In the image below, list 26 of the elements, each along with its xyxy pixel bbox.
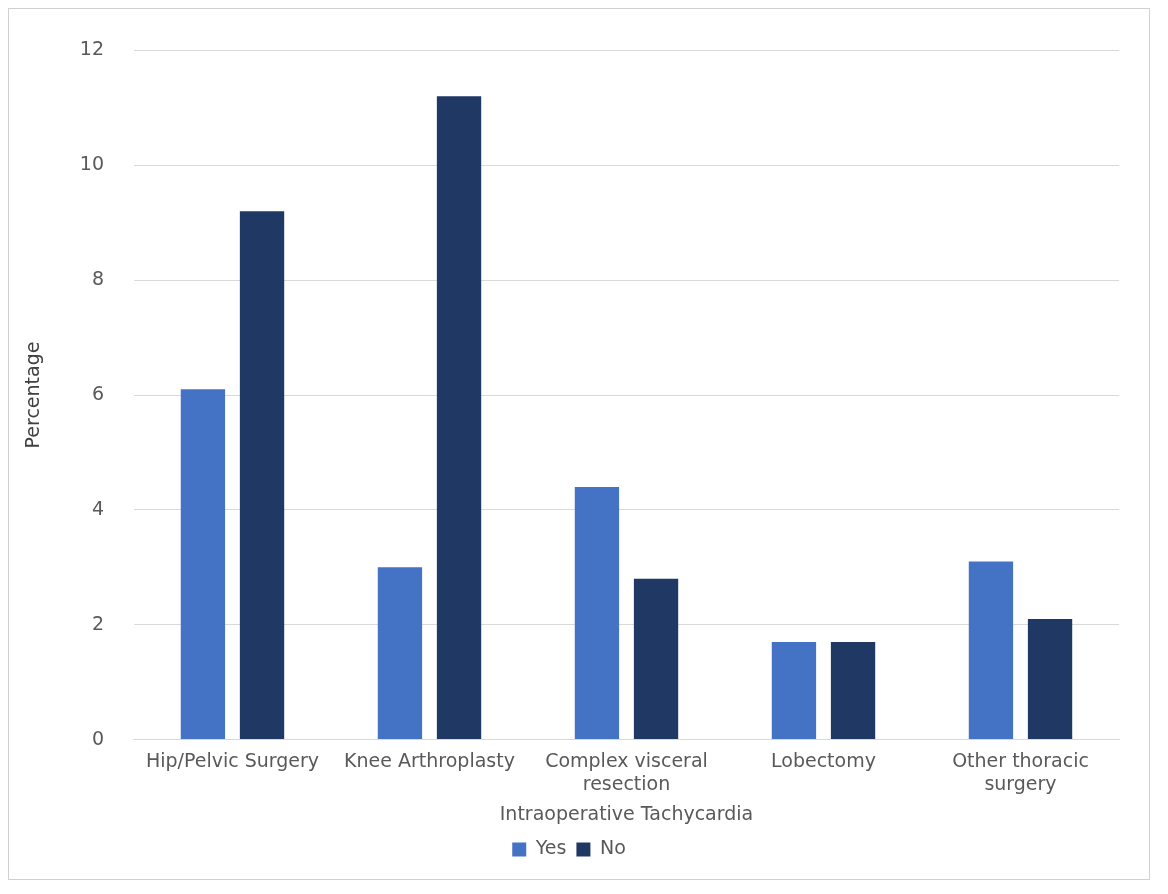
- bar: [968, 561, 1014, 740]
- bar: [771, 641, 817, 740]
- legend-label: Yes: [534, 836, 567, 859]
- x-tick-label: Other thoracic surgery: [952, 748, 1089, 794]
- x-tick-label: Knee Arthroplasty: [344, 748, 515, 771]
- bar: [377, 567, 423, 740]
- y-tick-label: 8: [91, 267, 104, 290]
- bar: [436, 96, 482, 740]
- y-tick-label: 12: [79, 37, 104, 60]
- y-axis-title: Percentage: [21, 341, 44, 449]
- y-tick-label: 10: [79, 152, 104, 175]
- y-tick-label: 2: [91, 611, 104, 634]
- y-tick-label: 4: [91, 496, 104, 519]
- x-tick-label: Hip/Pelvic Surgery: [145, 748, 320, 771]
- bar: [239, 211, 285, 740]
- legend-label: No: [599, 836, 626, 859]
- bar: [574, 486, 620, 740]
- x-axis-title: Intraoperative Tachycardia: [499, 801, 754, 824]
- bar: [633, 578, 679, 740]
- bar: [1027, 618, 1073, 740]
- x-tick-label: Lobectomy: [771, 748, 876, 771]
- bar: [180, 389, 226, 740]
- x-tick-label: Complex visceral resection: [545, 748, 708, 794]
- bar: [830, 641, 876, 740]
- y-tick-label: 0: [91, 726, 104, 749]
- y-tick-label: 6: [91, 381, 104, 404]
